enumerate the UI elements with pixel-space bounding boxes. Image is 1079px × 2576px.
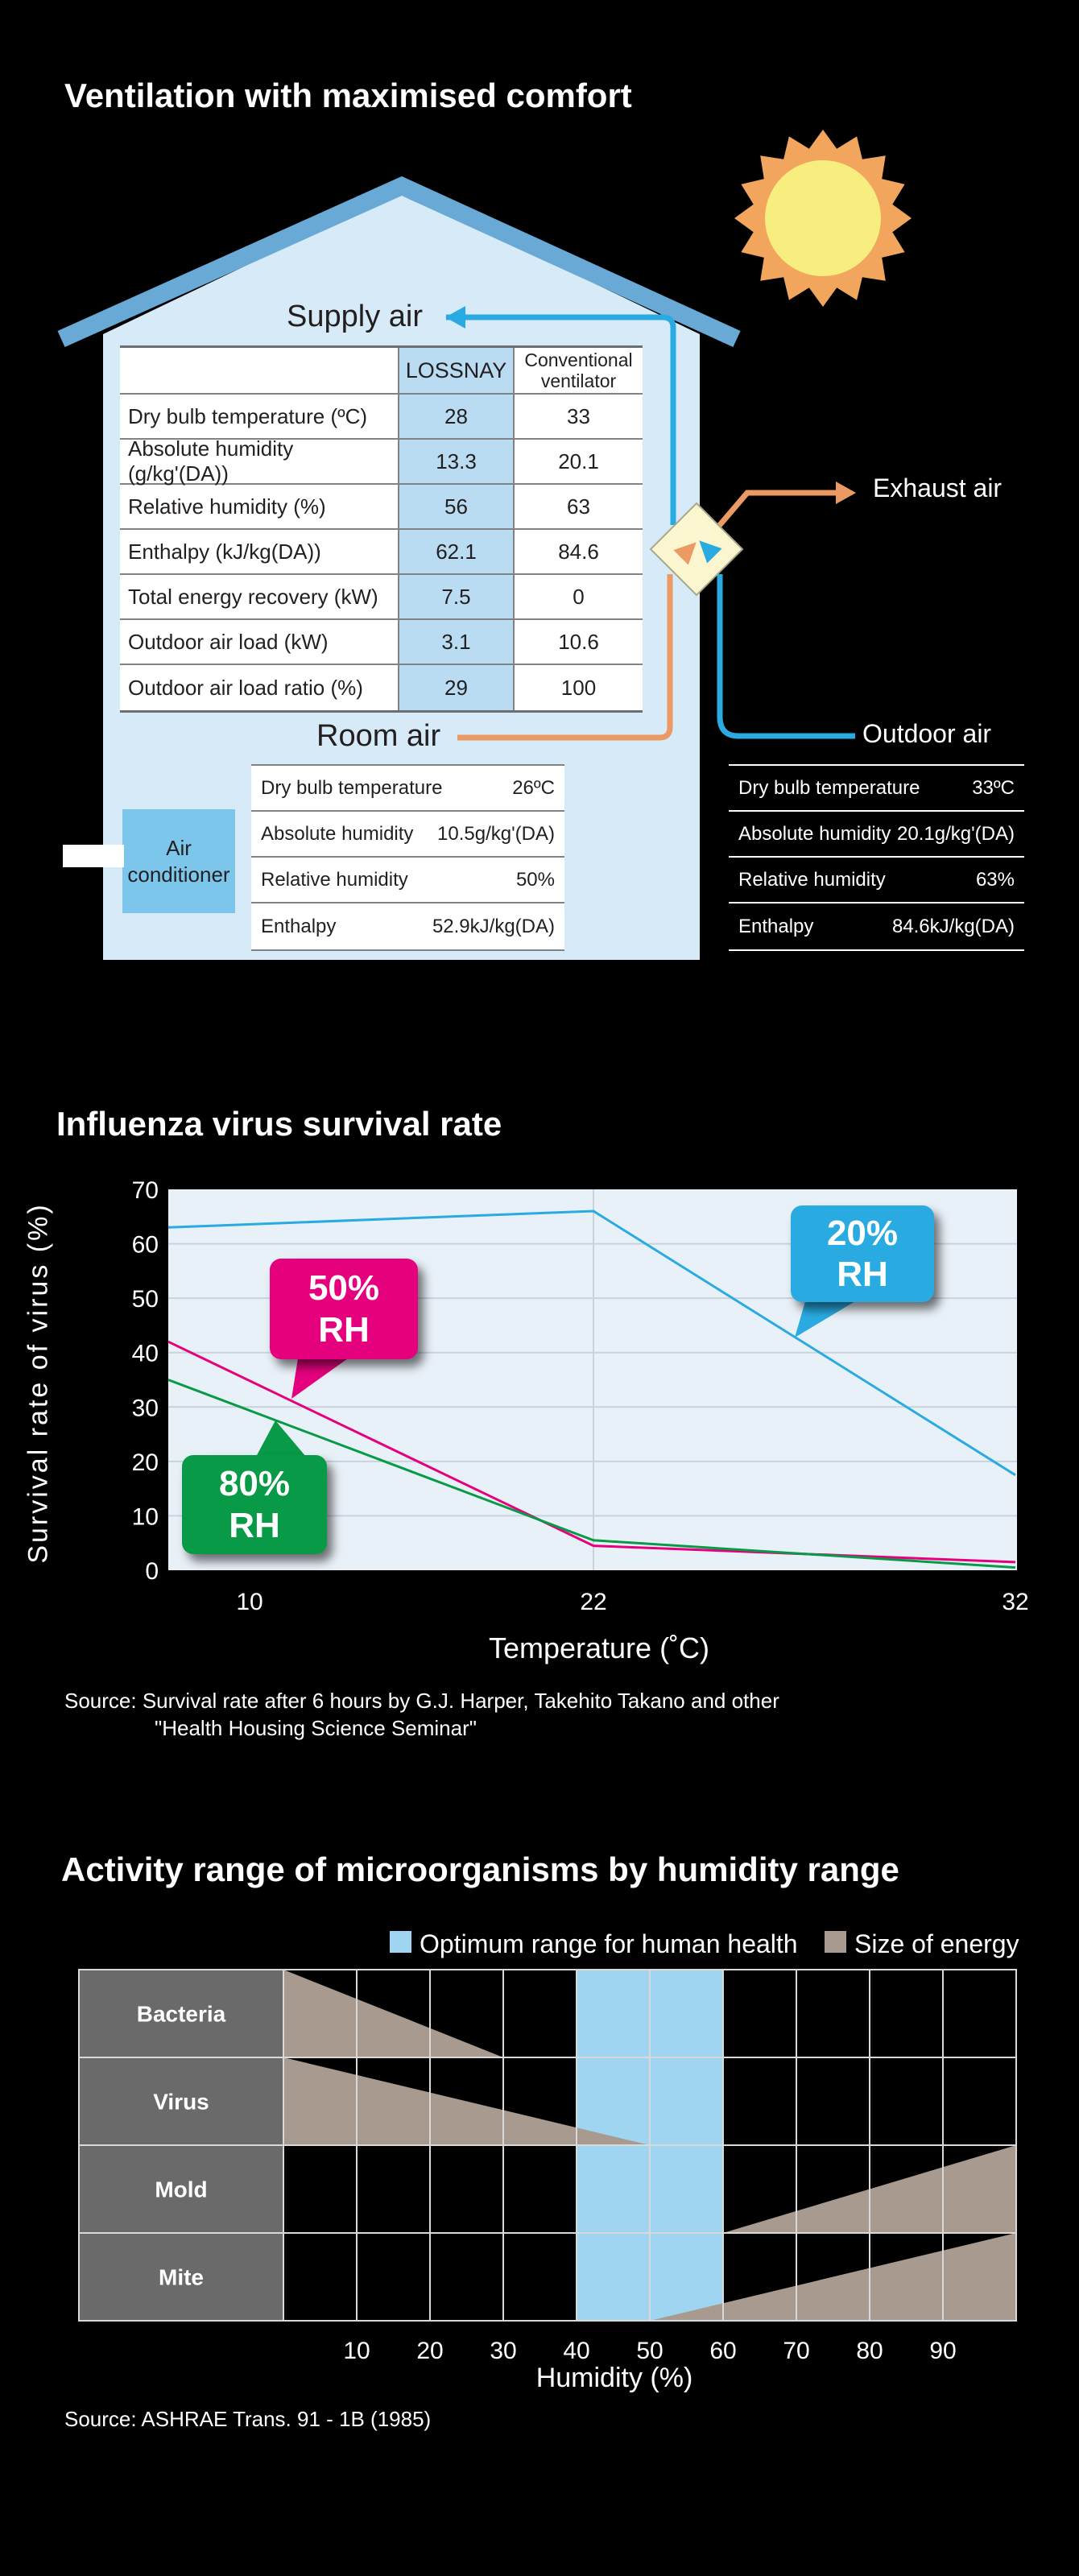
x-tick: 10 [343,2338,370,2364]
table-row: Outdoor air load ratio (%) 29 100 [120,665,643,710]
table-row: Enthalpy 84.6kJ/kg(DA) [738,915,1015,937]
table-row: Relative humidity 63% [729,858,1024,903]
x-tick: 60 [709,2338,736,2364]
x-tick: 32 [1002,1589,1028,1615]
conventional-header-cell: Conventional ventilator [524,349,633,391]
x-tick: 80 [856,2338,883,2364]
page-title: Ventilation with maximised comfort [64,76,632,114]
legend-energy-label: Size of energy [854,1929,1019,1958]
callout-tail [256,1420,306,1457]
callout-tail [291,1358,348,1399]
callout-80rh: 80% RH [182,1455,327,1554]
lossnay-header-cell: LOSSNAY [398,348,515,393]
supply-air-arrowhead [445,306,465,329]
y-tick: 60 [132,1232,159,1259]
x-tick: 40 [563,2338,589,2364]
x-tick: 22 [580,1589,606,1615]
activity-triangle-bacteria [283,1970,503,2057]
table-row: Relative humidity (%) 56 63 [120,485,643,530]
supply-air-pipe [446,314,676,525]
sun-core [765,160,881,276]
table-row: Relative humidity 50% [251,858,564,903]
row-label: Mold [155,2177,207,2202]
table-row: Absolute humidity 10.5g/kg'(DA) [251,812,564,858]
outdoor-air-table: Dry bulb temperature 33ºC Absolute humidi… [729,764,1024,951]
series-50-RH [167,1340,1016,1564]
ashrae-source: Source: ASHRAE Trans. 91 - 1B (1985) [64,2407,432,2431]
y-tick: 0 [145,1558,159,1585]
exchanger-orange-arrow-icon [673,542,697,565]
supply-air-table: LOSSNAY Conventional ventilator Dry bulb… [120,345,643,713]
exhaust-air-pipe [717,490,836,528]
legend-optimum-swatch-icon [390,1931,411,1953]
room-air-table: Dry bulb temperature 26ºC Absolute humidi… [251,764,564,951]
table-row: Total energy recovery (kW) 7.5 0 [120,575,643,620]
x-tick: 30 [490,2338,516,2364]
x-tick: 10 [236,1589,263,1615]
exchanger-blue-arrow-icon [699,540,722,564]
air-conditioner-duct [63,845,124,867]
y-tick: 70 [132,1177,159,1204]
y-tick: 40 [132,1341,159,1367]
table-row: Enthalpy (kJ/kg(DA)) 62.1 84.6 [120,530,643,575]
table-row: Dry bulb temperature 26ºC [251,766,564,812]
y-tick: 30 [132,1395,159,1421]
microorganisms-chart-title: Activity range of microorganisms by humi… [61,1850,899,1888]
table-row: Enthalpy 52.9kJ/kg(DA) [261,915,555,937]
y-axis-title: Survival rate of virus (%) [23,1202,54,1564]
influenza-source: Source: Survival rate after 6 hours by G… [64,1689,779,1740]
activity-triangle-virus [283,2057,650,2145]
table-row: Dry bulb temperature 33ºC [729,766,1024,812]
room-air-pipe [457,574,673,741]
activity-triangle-mite [650,2233,1016,2321]
supply-air-label: Supply air [287,300,423,333]
series-20-RH [167,1209,1016,1477]
series-80-RH [167,1379,1016,1569]
x-axis-title: Temperature (˚C) [488,1631,710,1664]
empty-header-cell [120,348,398,393]
x-tick: 70 [783,2338,809,2364]
y-tick: 50 [132,1286,159,1313]
humidity-axis-title: Humidity (%) [535,2363,693,2393]
row-label: Mite [159,2265,204,2290]
table-header-row: LOSSNAY Conventional ventilator [120,348,643,395]
legend-energy-swatch-icon [825,1931,846,1953]
microorganisms-range-chart: Bacteria Virus Mold Mite 10 20 30 40 50 60 70 80 90 [78,1969,1017,2364]
table-row: Absolute humidity (g/kg'(DA)) 13.3 20.1 [120,436,643,486]
callout-tail [795,1301,855,1338]
callout-50rh: 50% RH [270,1259,418,1359]
x-tick: 90 [929,2338,956,2364]
row-label: Virus [153,2090,209,2115]
outdoor-air-label: Outdoor air [862,719,992,748]
room-air-label: Room air [316,719,441,753]
roof [57,176,741,348]
air-conditioner-box: Air conditioner [122,809,235,913]
y-tick: 10 [132,1503,159,1530]
sun-icon [734,130,912,307]
y-tick: 20 [132,1449,159,1476]
table-row: Outdoor air load (kW) 3.1 10.6 [120,620,643,665]
heat-exchanger-icon [649,502,744,597]
outdoor-air-pipe [717,574,855,739]
exhaust-air-label: Exhaust air [873,473,1003,502]
legend-optimum-label: Optimum range for human health [420,1929,798,1958]
row-label: Bacteria [137,2002,226,2027]
grid-border [78,1969,1017,2322]
influenza-chart-title: Influenza virus survival rate [56,1105,502,1143]
x-tick: 50 [636,2338,663,2364]
x-tick: 20 [416,2338,443,2364]
table-row: Absolute humidity 20.1g/kg'(DA) [729,812,1024,858]
exhaust-air-arrowhead [836,482,856,504]
table-row: Dry bulb temperature (ºC) 28 33 [120,395,643,440]
callout-20rh: 20% RH [791,1205,934,1302]
